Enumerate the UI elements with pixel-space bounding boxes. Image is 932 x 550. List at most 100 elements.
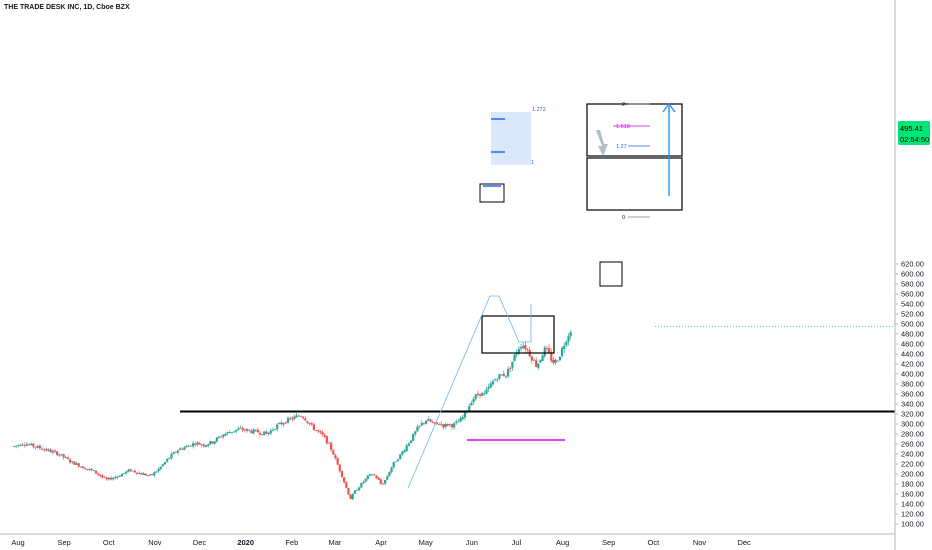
candle bbox=[105, 476, 108, 481]
down-arrow-marker bbox=[596, 130, 608, 156]
candle bbox=[394, 461, 397, 463]
candle bbox=[528, 346, 531, 358]
candle bbox=[252, 427, 255, 435]
candle bbox=[84, 467, 87, 470]
x-tick-label: Sep bbox=[602, 538, 615, 547]
candle bbox=[220, 434, 223, 438]
candle bbox=[211, 441, 214, 444]
candle bbox=[407, 442, 410, 447]
candle bbox=[157, 467, 160, 473]
y-tick-label: 140.00 bbox=[901, 500, 924, 509]
candle bbox=[140, 472, 143, 475]
candle bbox=[371, 473, 374, 476]
candle bbox=[498, 373, 501, 381]
candle bbox=[476, 390, 479, 397]
candle bbox=[81, 466, 85, 469]
y-tick-label: 540.00 bbox=[901, 300, 924, 309]
candle bbox=[92, 470, 95, 471]
candle bbox=[554, 358, 557, 365]
candle bbox=[569, 330, 572, 340]
candle bbox=[494, 378, 497, 381]
candle bbox=[224, 432, 227, 437]
candle bbox=[284, 421, 287, 425]
x-tick-label: Oct bbox=[648, 538, 661, 547]
candle bbox=[440, 421, 443, 427]
y-tick-label: 240.00 bbox=[901, 450, 924, 459]
candle bbox=[278, 422, 281, 425]
candle bbox=[504, 375, 508, 379]
x-tick-label: 2020 bbox=[237, 538, 254, 547]
time-axis[interactable]: Aug Sep Oct Nov Dec 2020 Feb Mar Apr May Jun Jul Aug… bbox=[0, 533, 895, 547]
candle bbox=[45, 447, 48, 452]
candle bbox=[396, 458, 400, 462]
candle bbox=[289, 416, 292, 421]
candle bbox=[49, 448, 52, 453]
fib-label: 1.272 bbox=[532, 107, 546, 113]
candle bbox=[412, 432, 415, 442]
candle bbox=[207, 443, 210, 448]
candle bbox=[107, 476, 111, 481]
x-tick-label: Dec bbox=[193, 538, 207, 547]
candle bbox=[129, 468, 132, 472]
y-tick-label: 300.00 bbox=[901, 420, 924, 429]
target-arrow-head bbox=[662, 102, 676, 113]
candle bbox=[187, 444, 190, 447]
candle bbox=[347, 487, 350, 495]
candle bbox=[375, 474, 378, 480]
candle bbox=[340, 470, 344, 479]
candle bbox=[500, 374, 503, 376]
candle bbox=[43, 448, 46, 452]
candle bbox=[58, 453, 61, 458]
candle bbox=[409, 440, 413, 444]
candle bbox=[453, 421, 456, 430]
candle bbox=[153, 471, 156, 478]
y-tick-label: 380.00 bbox=[901, 380, 924, 389]
candle bbox=[373, 473, 376, 476]
candle bbox=[267, 432, 270, 436]
candle bbox=[530, 355, 533, 364]
candle bbox=[299, 415, 303, 418]
candle bbox=[513, 354, 516, 362]
candle bbox=[276, 423, 279, 432]
candle bbox=[155, 470, 158, 473]
candle bbox=[174, 451, 177, 453]
candle bbox=[30, 442, 33, 446]
candle bbox=[416, 424, 419, 432]
candle bbox=[172, 451, 175, 455]
candle bbox=[323, 433, 326, 439]
candle bbox=[524, 341, 527, 353]
candle bbox=[73, 461, 76, 465]
y-tick-label: 580.00 bbox=[901, 280, 924, 289]
chart-title: THE TRADE DESK INC, 1D, Cboe BZX bbox=[4, 4, 130, 11]
x-tick-label: Feb bbox=[285, 538, 298, 547]
candle bbox=[293, 414, 296, 421]
candle bbox=[75, 461, 78, 466]
candle bbox=[226, 431, 229, 436]
candle bbox=[384, 479, 387, 486]
candle bbox=[535, 357, 538, 368]
candle bbox=[401, 450, 404, 456]
fib-zone bbox=[491, 112, 531, 165]
price-axis[interactable]: 100.00120.00140.00160.00180.00200.00220.… bbox=[894, 0, 924, 550]
candle bbox=[88, 468, 91, 471]
candle bbox=[437, 422, 441, 426]
candle bbox=[433, 422, 436, 425]
candle bbox=[254, 429, 257, 432]
candle bbox=[470, 401, 473, 406]
candle bbox=[213, 440, 216, 445]
candle bbox=[444, 422, 447, 429]
candle bbox=[388, 471, 391, 477]
candle bbox=[422, 422, 426, 426]
candle bbox=[448, 423, 451, 427]
candle bbox=[122, 472, 126, 475]
candle bbox=[506, 366, 510, 379]
candle bbox=[38, 444, 41, 450]
candle bbox=[222, 433, 225, 439]
candle bbox=[502, 370, 505, 377]
candle bbox=[194, 441, 197, 448]
candle bbox=[189, 445, 193, 448]
candle bbox=[418, 425, 421, 429]
projection-path bbox=[407, 295, 532, 489]
candle bbox=[142, 472, 145, 476]
